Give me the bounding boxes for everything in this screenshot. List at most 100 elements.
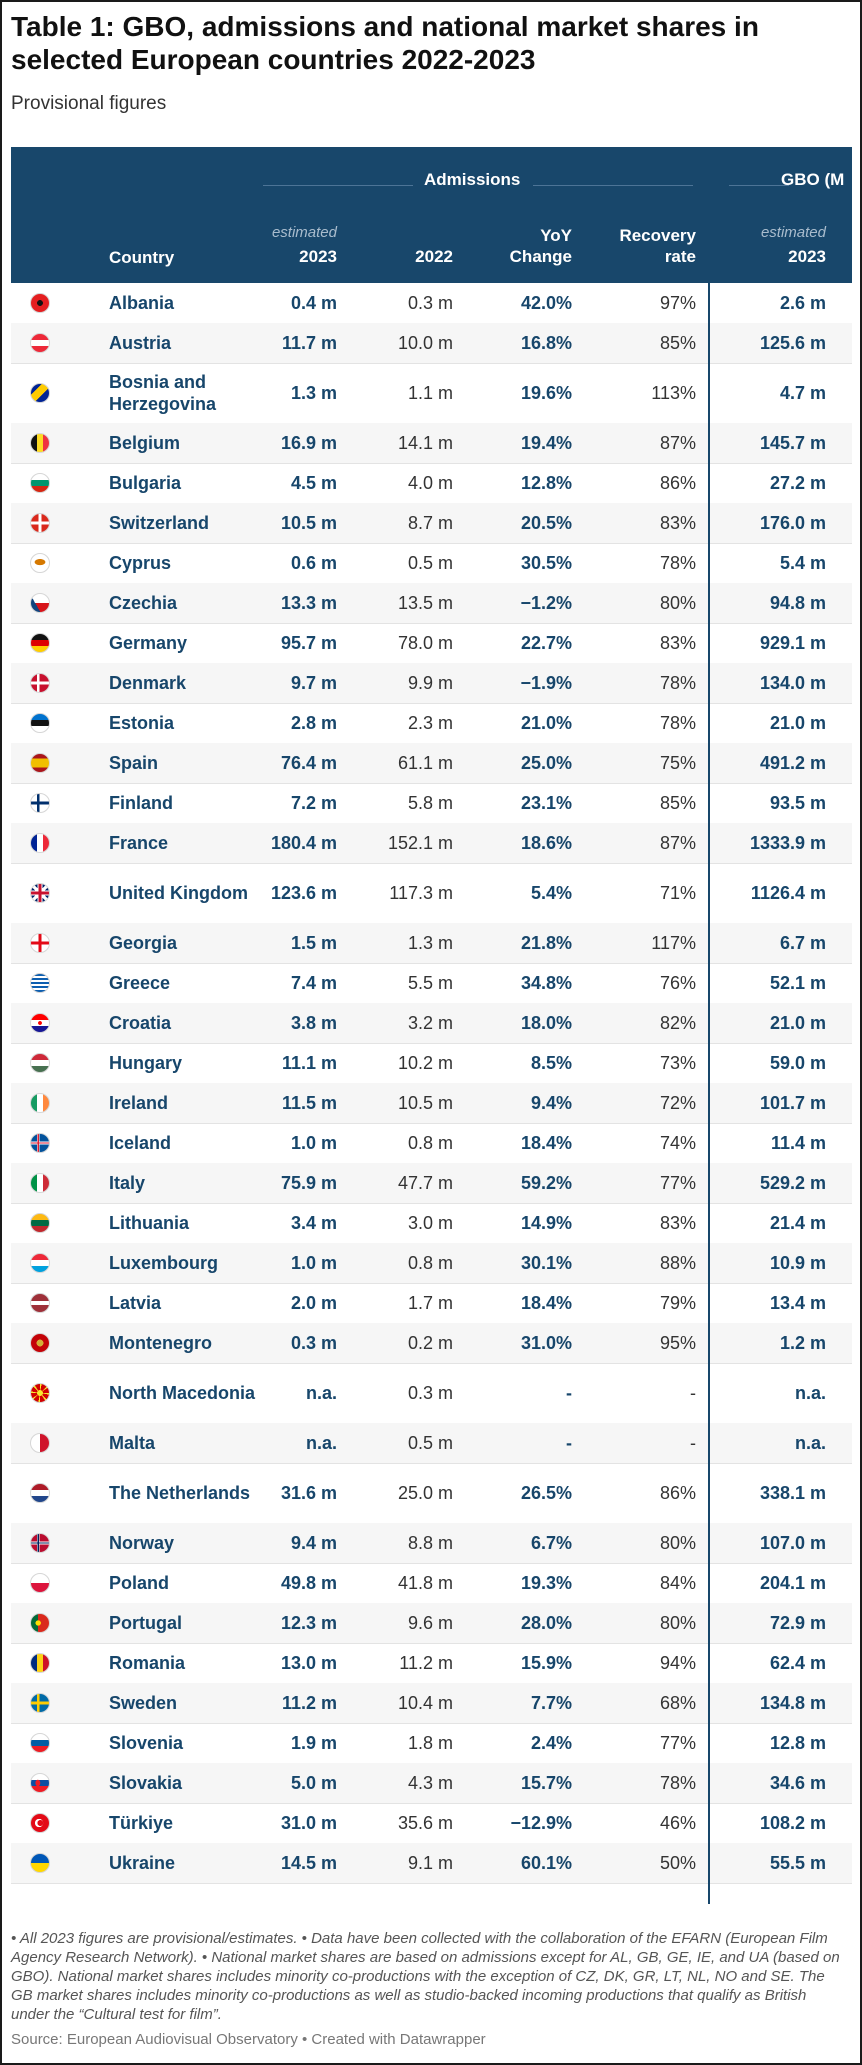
georgia-flag-icon bbox=[30, 933, 50, 953]
austria-flag-icon bbox=[30, 333, 50, 353]
cell-yoy-change: 18.0% bbox=[520, 1012, 572, 1033]
portugal-flag-icon bbox=[30, 1613, 50, 1633]
cell-gbo-2023: 1.2 m bbox=[779, 1332, 826, 1353]
header-country: Country bbox=[109, 248, 175, 267]
bosnia-flag-icon bbox=[30, 383, 50, 403]
cell-recovery-rate: 83% bbox=[659, 512, 696, 533]
cell-gbo-2023: 929.1 m bbox=[759, 632, 826, 653]
cell-admissions-2022: 0.2 m bbox=[407, 1332, 453, 1353]
table-row: North Macedonia n.a. 0.3 m - - n.a. bbox=[11, 1363, 852, 1424]
cell-recovery-rate: 72% bbox=[659, 1092, 696, 1113]
cell-admissions-2022: 0.8 m bbox=[407, 1132, 453, 1153]
table-row: Belgium 16.9 m 14.1 m 19.4% 87% 145.7 m bbox=[11, 423, 852, 464]
table-row: Slovakia 5.0 m 4.3 m 15.7% 78% 34.6 m bbox=[11, 1763, 852, 1804]
cell-yoy-change: 15.7% bbox=[520, 1772, 572, 1793]
cell-yoy-change: 59.2% bbox=[520, 1172, 572, 1193]
cell-admissions-2023: 2.8 m bbox=[290, 712, 337, 733]
cell-gbo-2023: 176.0 m bbox=[759, 512, 826, 533]
header-adm2023-estimated: estimated bbox=[271, 224, 337, 241]
cell-recovery-rate: 86% bbox=[659, 1482, 696, 1503]
cell-yoy-change: 18.6% bbox=[520, 832, 572, 853]
cell-admissions-2023: 9.7 m bbox=[290, 672, 337, 693]
cell-recovery-rate: 87% bbox=[659, 832, 696, 853]
cell-admissions-2023: 14.5 m bbox=[280, 1852, 337, 1873]
cell-admissions-2022: 10.2 m bbox=[397, 1052, 453, 1073]
slovenia-flag-icon bbox=[30, 1733, 50, 1753]
cell-yoy-change: 22.7% bbox=[520, 632, 572, 653]
cell-gbo-2023: 107.0 m bbox=[759, 1532, 826, 1553]
cell-admissions-2022: 11.2 m bbox=[399, 1652, 453, 1673]
cell-recovery-rate: 73% bbox=[659, 1052, 696, 1073]
cyprus-flag-icon bbox=[30, 553, 50, 573]
cell-country: Norway bbox=[109, 1533, 175, 1553]
cell-admissions-2022: 8.7 m bbox=[407, 512, 453, 533]
table-row: Montenegro 0.3 m 0.2 m 31.0% 95% 1.2 m bbox=[11, 1323, 852, 1364]
cell-gbo-2023: 21.0 m bbox=[769, 1012, 826, 1033]
cell-country: Poland bbox=[109, 1573, 170, 1593]
cell-admissions-2022: 4.0 m bbox=[407, 472, 453, 493]
cell-admissions-2023: 3.4 m bbox=[290, 1212, 337, 1233]
cell-country: Czechia bbox=[109, 593, 178, 613]
cell-yoy-change: 6.7% bbox=[530, 1532, 572, 1553]
cell-gbo-2023: 134.0 m bbox=[759, 672, 826, 693]
table-row: Latvia 2.0 m 1.7 m 18.4% 79% 13.4 m bbox=[11, 1283, 852, 1324]
cell-admissions-2023: 11.7 m bbox=[281, 332, 337, 353]
cell-country: Spain bbox=[109, 753, 159, 773]
cell-admissions-2022: 9.1 m bbox=[407, 1852, 453, 1873]
cell-recovery-rate: 68% bbox=[659, 1692, 696, 1713]
uk-flag-icon bbox=[30, 883, 50, 903]
cell-country: Croatia bbox=[109, 1013, 172, 1033]
cell-yoy-change: 25.0% bbox=[520, 752, 572, 773]
cell-admissions-2022: 0.8 m bbox=[407, 1252, 453, 1273]
cell-yoy-change: 42.0% bbox=[520, 292, 572, 313]
cell-recovery-rate: 78% bbox=[659, 712, 696, 733]
italy-flag-icon bbox=[30, 1173, 50, 1193]
cell-recovery-rate: 97% bbox=[659, 292, 696, 313]
cell-admissions-2023: 0.6 m bbox=[290, 552, 337, 573]
cell-admissions-2023: 49.8 m bbox=[280, 1572, 337, 1593]
cell-admissions-2023: n.a. bbox=[305, 1382, 337, 1403]
cell-country: Luxembourg bbox=[109, 1253, 219, 1273]
cell-recovery-rate: 74% bbox=[659, 1132, 696, 1153]
cell-gbo-2023: 101.7 m bbox=[759, 1092, 826, 1113]
cell-recovery-rate: 50% bbox=[659, 1852, 696, 1873]
source-line: Source: European Audiovisual Observatory… bbox=[11, 2031, 486, 2048]
cell-country: France bbox=[109, 833, 169, 853]
cell-country: Cyprus bbox=[109, 553, 172, 573]
cell-recovery-rate: 80% bbox=[659, 1532, 696, 1553]
cell-country: Italy bbox=[109, 1173, 146, 1193]
cell-country: Ireland bbox=[109, 1093, 169, 1113]
iceland-flag-icon bbox=[30, 1133, 50, 1153]
cell-yoy-change: 31.0% bbox=[520, 1332, 572, 1353]
table-row: Germany 95.7 m 78.0 m 22.7% 83% 929.1 m bbox=[11, 623, 852, 664]
cell-country: Ukraine bbox=[109, 1853, 176, 1873]
cell-gbo-2023: 6.7 m bbox=[779, 932, 826, 953]
table-row: Finland 7.2 m 5.8 m 23.1% 85% 93.5 m bbox=[11, 783, 852, 824]
cell-recovery-rate: 86% bbox=[659, 472, 696, 493]
cell-admissions-2022: 10.0 m bbox=[397, 332, 453, 353]
cell-country: Sweden bbox=[109, 1693, 178, 1713]
cell-admissions-2023: 11.2 m bbox=[281, 1692, 337, 1713]
cell-recovery-rate: 78% bbox=[659, 672, 696, 693]
cell-recovery-rate: 95% bbox=[659, 1332, 696, 1353]
cell-admissions-2022: 9.9 m bbox=[407, 672, 453, 693]
cell-admissions-2022: 0.3 m bbox=[407, 1382, 453, 1403]
cell-admissions-2022: 47.7 m bbox=[397, 1172, 453, 1193]
table-row: Ukraine 14.5 m 9.1 m 60.1% 50% 55.5 m bbox=[11, 1843, 852, 1884]
cell-recovery-rate: 82% bbox=[659, 1012, 696, 1033]
table-row: Spain 76.4 m 61.1 m 25.0% 75% 491.2 m bbox=[11, 743, 852, 784]
czechia-flag-icon bbox=[30, 593, 50, 613]
table-row: Switzerland 10.5 m 8.7 m 20.5% 83% 176.0 m bbox=[11, 503, 852, 544]
cell-admissions-2022: 152.1 m bbox=[387, 832, 453, 853]
cell-country: Georgia bbox=[109, 933, 178, 953]
table-row: Norway 9.4 m 8.8 m 6.7% 80% 107.0 m bbox=[11, 1523, 852, 1564]
cell-yoy-change: 12.8% bbox=[520, 472, 572, 493]
cell-country: United Kingdom bbox=[109, 883, 248, 903]
cell-admissions-2023: 1.5 m bbox=[290, 932, 337, 953]
cell-country: Albania bbox=[109, 293, 175, 313]
table-row: Croatia 3.8 m 3.2 m 18.0% 82% 21.0 m bbox=[11, 1003, 852, 1044]
cell-yoy-change: 19.6% bbox=[520, 382, 572, 403]
header-adm2023: 2023 bbox=[299, 247, 337, 266]
cell-yoy-change: −1.2% bbox=[520, 592, 572, 613]
cell-admissions-2022: 0.3 m bbox=[407, 292, 453, 313]
